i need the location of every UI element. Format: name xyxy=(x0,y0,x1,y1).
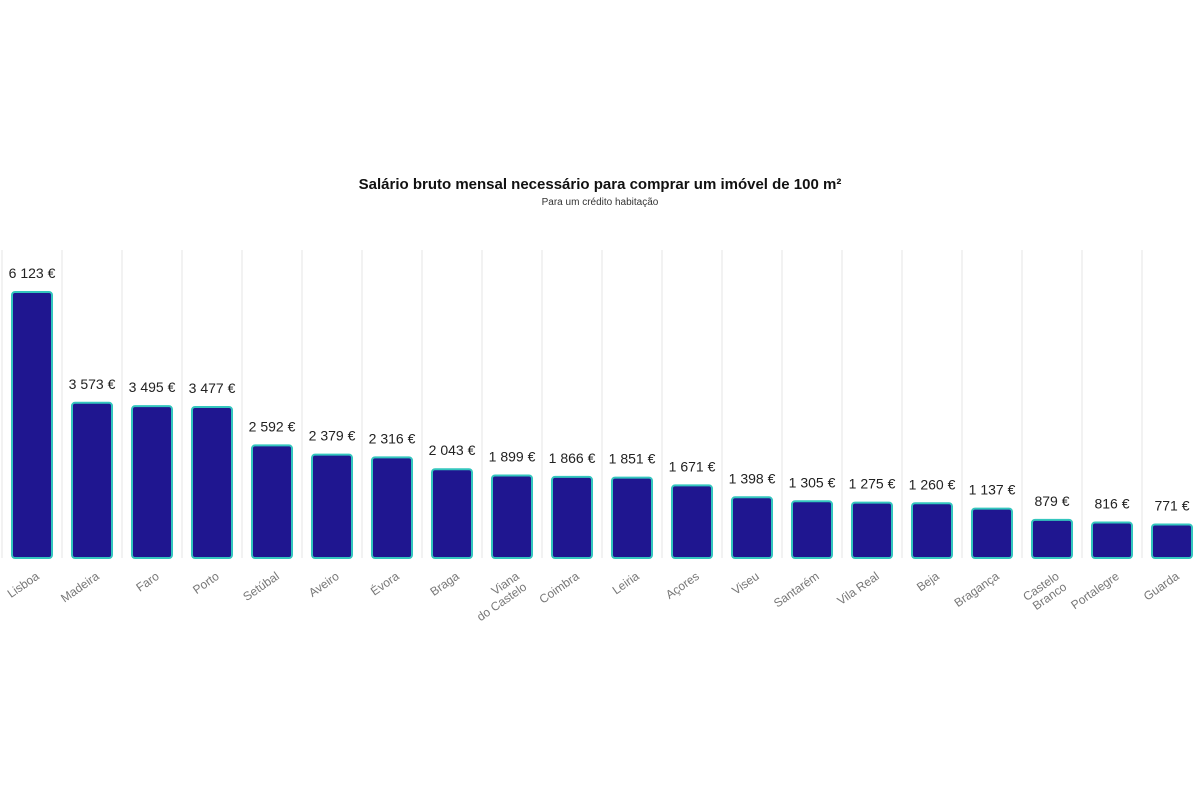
bar-11[interactable] xyxy=(671,484,713,560)
x-tick-label-line: Madeira xyxy=(58,569,102,606)
x-tick-label-3: Porto xyxy=(190,569,222,597)
bar-12[interactable] xyxy=(731,496,773,560)
bar-2[interactable] xyxy=(131,405,173,559)
bar-4[interactable] xyxy=(251,444,293,559)
x-tick-label-line: Coimbra xyxy=(537,569,582,607)
bar-0[interactable] xyxy=(11,291,53,559)
chart-subtitle: Para um crédito habitação xyxy=(541,197,659,208)
x-tick-label-19: Guarda xyxy=(1141,569,1182,604)
x-tick-label-0: Lisboa xyxy=(5,569,42,601)
x-tick-label-10: Leiria xyxy=(610,569,642,597)
x-tick-label-2: Faro xyxy=(133,569,162,595)
value-label-15: 1 260 € xyxy=(909,476,956,492)
x-tick-labels: Lisboa Madeira Faro Porto Setúbal Aveiro Évora… xyxy=(5,568,1182,624)
bar-8[interactable] xyxy=(491,474,533,559)
x-tick-label-line: Aveiro xyxy=(306,569,342,600)
value-label-8: 1 899 € xyxy=(489,449,536,465)
x-tick-label-5: Aveiro xyxy=(306,569,342,600)
x-tick-label-line: Bragança xyxy=(952,569,1002,610)
bar-14[interactable] xyxy=(851,501,893,559)
bar-17[interactable] xyxy=(1031,518,1073,560)
bar-5[interactable] xyxy=(311,453,353,560)
bar-1[interactable] xyxy=(71,401,113,559)
value-label-18: 816 € xyxy=(1094,496,1129,512)
value-label-3: 3 477 € xyxy=(189,380,236,396)
bar-6[interactable] xyxy=(371,456,413,559)
value-label-4: 2 592 € xyxy=(249,418,296,434)
bars xyxy=(11,291,1193,560)
bar-10[interactable] xyxy=(611,476,653,560)
bar-15[interactable] xyxy=(911,502,953,559)
value-label-6: 2 316 € xyxy=(369,430,416,446)
value-labels: 6 123 € 3 573 € 3 495 € 3 477 € 2 592 € 2 379… xyxy=(9,265,1190,514)
x-tick-label-line: Faro xyxy=(133,569,162,595)
x-tick-label-line: Guarda xyxy=(1141,569,1182,604)
x-tick-label-12: Viseu xyxy=(729,569,761,598)
value-label-12: 1 398 € xyxy=(729,470,776,486)
x-tick-label-line: Porto xyxy=(190,569,222,597)
x-tick-label-7: Braga xyxy=(427,569,462,599)
x-tick-label-line: Beja xyxy=(914,569,942,594)
bar-3[interactable] xyxy=(191,405,233,559)
x-tick-label-line: Santarém xyxy=(771,569,822,610)
value-label-13: 1 305 € xyxy=(789,474,836,490)
x-tick-label-line: Évora xyxy=(367,568,402,598)
x-tick-label-line: Lisboa xyxy=(5,569,42,601)
x-tick-label-line: Portalegre xyxy=(1068,569,1122,612)
x-tick-label-9: Coimbra xyxy=(537,569,582,607)
x-tick-label-11: Açores xyxy=(663,569,702,602)
value-label-19: 771 € xyxy=(1154,498,1189,514)
grid-lines xyxy=(1,250,1143,558)
x-tick-label-14: Vila Real xyxy=(835,569,882,608)
x-tick-label-line: Braga xyxy=(427,569,462,599)
bar-18[interactable] xyxy=(1091,521,1133,560)
value-label-1: 3 573 € xyxy=(69,376,116,392)
x-tick-label-line: Leiria xyxy=(610,569,642,597)
chart-title: Salário bruto mensal necessário para com… xyxy=(358,176,842,193)
x-tick-label-8: Vianado Castelo xyxy=(467,569,530,624)
value-label-2: 3 495 € xyxy=(129,379,176,395)
bar-19[interactable] xyxy=(1151,523,1193,559)
bar-13[interactable] xyxy=(791,500,833,559)
x-tick-label-18: Portalegre xyxy=(1068,569,1122,612)
value-label-11: 1 671 € xyxy=(669,458,716,474)
x-tick-label-1: Madeira xyxy=(58,569,102,606)
x-tick-label-line: Vila Real xyxy=(835,569,882,608)
value-label-14: 1 275 € xyxy=(849,476,896,492)
x-tick-label-line: Setúbal xyxy=(240,569,281,604)
bar-16[interactable] xyxy=(971,507,1013,560)
bar-9[interactable] xyxy=(551,475,593,560)
value-label-9: 1 866 € xyxy=(549,450,596,466)
value-label-10: 1 851 € xyxy=(609,451,656,467)
x-tick-label-16: Bragança xyxy=(952,569,1002,610)
value-label-7: 2 043 € xyxy=(429,442,476,458)
value-label-5: 2 379 € xyxy=(309,428,356,444)
x-tick-label-15: Beja xyxy=(914,569,942,594)
x-tick-label-line: Viseu xyxy=(729,569,761,598)
x-tick-label-line: Açores xyxy=(663,569,702,602)
bar-7[interactable] xyxy=(431,468,473,560)
x-tick-label-13: Santarém xyxy=(771,569,822,610)
x-tick-label-17: CasteloBranco xyxy=(1020,569,1069,615)
x-tick-label-4: Setúbal xyxy=(240,569,281,604)
value-label-16: 1 137 € xyxy=(969,482,1016,498)
value-label-0: 6 123 € xyxy=(9,265,56,281)
value-label-17: 879 € xyxy=(1034,493,1069,509)
x-tick-label-6: Évora xyxy=(367,568,402,598)
